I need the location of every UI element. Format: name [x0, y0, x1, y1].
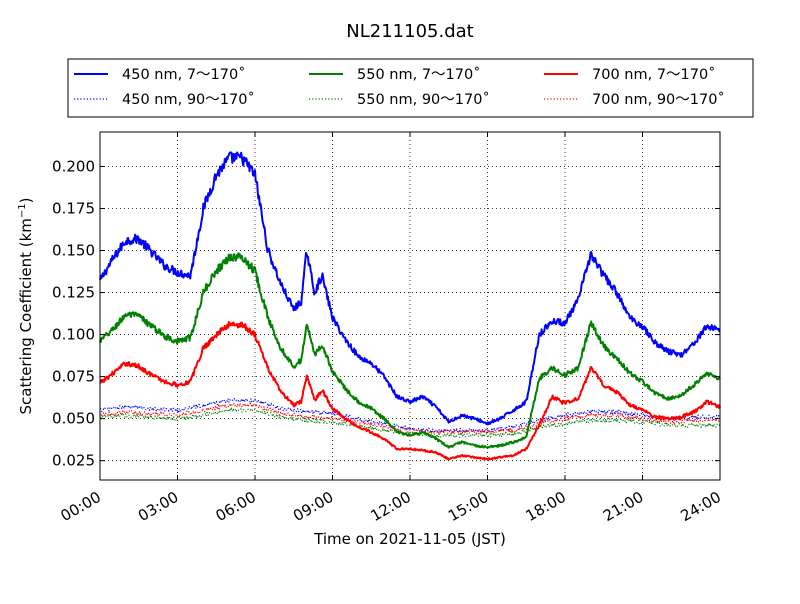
series-line — [99, 151, 721, 426]
chart-title: NL211105.dat — [346, 21, 473, 42]
legend-entry-label: 700 nm, 90～170˚ — [592, 91, 725, 108]
legend-entry-label: 450 nm, 90～170˚ — [122, 91, 255, 108]
y-tick-label: 0.075 — [52, 368, 95, 386]
series-line — [99, 321, 721, 461]
legend-frame — [67, 58, 754, 118]
y-tick-label: 0.125 — [52, 284, 95, 302]
x-axis-label: Time on 2021-11-05 (JST) — [313, 530, 506, 548]
series-line — [99, 252, 721, 449]
y-tick-label: 0.175 — [52, 199, 95, 217]
y-tick-label: 0.025 — [52, 452, 95, 470]
y-axis-label: Scattering Coefficient (km−1) — [17, 197, 35, 414]
series-line — [99, 402, 721, 435]
legend-entry-label: 550 nm, 7～170˚ — [357, 66, 480, 83]
y-tick-label: 0.100 — [52, 326, 95, 344]
legend-entry-label: 450 nm, 7～170˚ — [122, 66, 245, 83]
y-tick-label: 0.150 — [52, 242, 95, 260]
y-tick-label: 0.200 — [52, 157, 95, 175]
legend-entry-label: 700 nm, 7～170˚ — [592, 66, 715, 83]
series-line — [99, 407, 721, 439]
legend: 450 nm, 7～170˚ 550 nm, 7～170˚ 700 nm, 7～17… — [67, 58, 754, 118]
y-tick-label: 0.050 — [52, 410, 95, 428]
legend-entry-label: 550 nm, 90～170˚ — [357, 91, 490, 108]
